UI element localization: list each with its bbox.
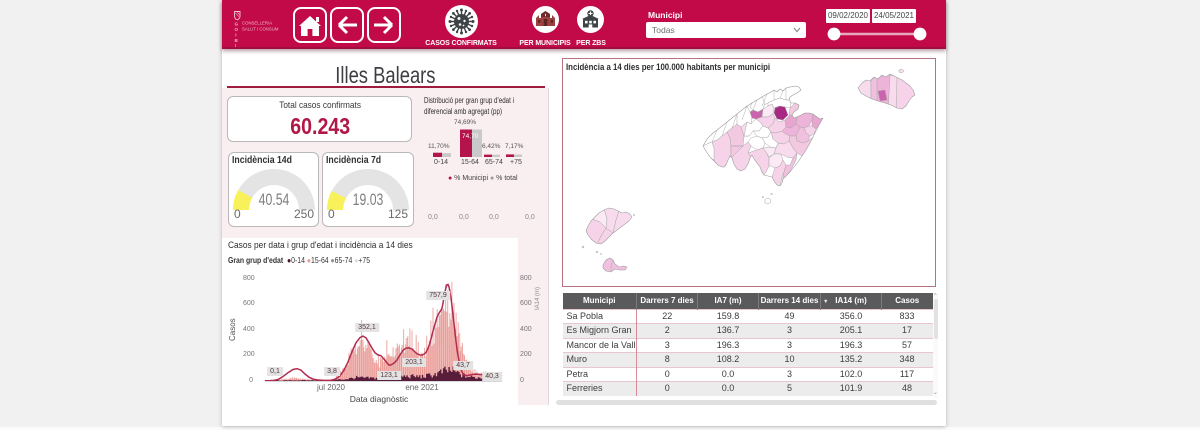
svg-text:/: / xyxy=(235,44,237,49)
svg-text:B: B xyxy=(235,38,239,43)
svg-text:G: G xyxy=(235,22,239,27)
svg-text:CONSELLERIA: CONSELLERIA xyxy=(242,21,272,26)
svg-text:O: O xyxy=(235,27,239,32)
svg-text:I: I xyxy=(235,33,236,38)
svg-text:SALUT I CONSUM: SALUT I CONSUM xyxy=(242,27,279,32)
